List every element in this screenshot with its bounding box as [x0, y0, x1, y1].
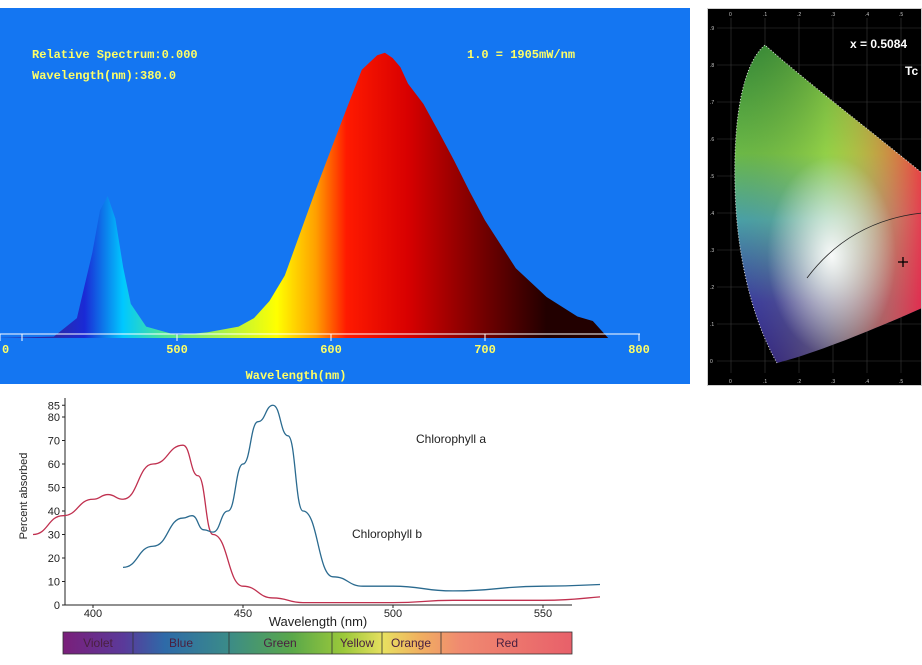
cie-left-tick: .8 — [710, 63, 714, 69]
cie-top-tick: .5 — [899, 12, 903, 18]
spectrum-tick-label: 600 — [320, 343, 342, 357]
cie-top-tick: .4 — [865, 12, 869, 18]
band-label-yellow: Yellow — [340, 636, 375, 650]
chloro-y-tick-label: 20 — [48, 553, 60, 565]
cie-left-tick: .3 — [710, 248, 714, 254]
planckian-locus — [806, 212, 922, 279]
cie-left-tick: .4 — [710, 211, 714, 217]
chlorophyll-b-annotation: Chlorophyll b — [352, 527, 422, 541]
band-label-violet: Violet — [83, 636, 113, 650]
cie-diagram-panel: 0 .1 .2 .3 .4 .5 0 .1 .2 .3 .4 .5 .9 .8 … — [707, 8, 922, 386]
spectrum-area — [0, 52, 609, 338]
chloro-x-axis-label: Wavelength (nm) — [269, 614, 368, 629]
color-band-dividers — [132, 632, 442, 654]
chloro-y-tick-label: 85 — [48, 400, 60, 412]
cie-left-tick: .2 — [710, 285, 714, 291]
cie-left-tick: 0 — [710, 359, 713, 365]
chloro-y-tick-label: 40 — [48, 506, 60, 518]
cie-left-tick: .5 — [710, 174, 714, 180]
cie-axis-labels: 0 .1 .2 .3 .4 .5 0 .1 .2 .3 .4 .5 .9 .8 … — [710, 12, 903, 385]
cie-bottom-tick: .2 — [797, 379, 801, 385]
cie-top-tick: .3 — [831, 12, 835, 18]
cie-left-tick: .1 — [710, 322, 714, 328]
spectrum-tick-label: 700 — [474, 343, 496, 357]
band-label-red: Red — [496, 636, 518, 650]
chlorophyll-a-annotation: Chlorophyll a — [416, 432, 486, 446]
chloro-x-tick-label: 400 — [84, 608, 102, 620]
cie-bottom-tick: .3 — [831, 379, 835, 385]
cie-diagram: 0 .1 .2 .3 .4 .5 0 .1 .2 .3 .4 .5 .9 .8 … — [710, 12, 922, 385]
cie-top-tick: .2 — [797, 12, 801, 18]
scale-readout: 1.0 = 1905mW/nm — [467, 48, 575, 62]
cie-bottom-tick: 0 — [729, 379, 732, 385]
color-band — [62, 631, 573, 655]
chloro-x-tick-label: 500 — [384, 608, 402, 620]
chloro-y-tick-label: 70 — [48, 436, 60, 448]
chloro-y-tick-label: 50 — [48, 483, 60, 495]
cie-bottom-tick: .4 — [865, 379, 869, 385]
cie-x-readout: x = 0.5084 — [850, 37, 908, 51]
cie-bottom-tick: .1 — [763, 379, 767, 385]
spectrum-tick-label: 500 — [166, 343, 188, 357]
spectrum-panel: Relative Spectrum:0.000 Wavelength(nm):3… — [0, 8, 690, 384]
spectrum-tick-label: 800 — [628, 343, 650, 357]
cie-tc-readout: Tc — [905, 64, 919, 78]
cie-top-tick: 0 — [729, 12, 732, 18]
wavelength-readout: Wavelength(nm):380.0 — [32, 69, 176, 83]
chloro-y-tick-label: 60 — [48, 459, 60, 471]
spectrum-chart: Relative Spectrum:0.000 Wavelength(nm):3… — [0, 48, 650, 383]
cie-left-tick: .9 — [710, 26, 714, 32]
cie-marker-cross — [898, 257, 908, 267]
chloro-x-tick-label: 550 — [534, 608, 552, 620]
band-label-blue: Blue — [169, 636, 193, 650]
relative-spectrum-readout: Relative Spectrum:0.000 — [32, 48, 198, 62]
chlorophyll-a-line — [32, 444, 922, 604]
spectrum-tick-label: 0 — [2, 343, 9, 357]
cie-bottom-tick: .5 — [899, 379, 903, 385]
cie-top-tick: .1 — [763, 12, 767, 18]
chloro-y-tick-label: 80 — [48, 412, 60, 424]
chlorophyll-b-line — [122, 404, 889, 592]
chloro-y-tick-label: 10 — [48, 577, 60, 589]
chloro-y-tick-label: 30 — [48, 530, 60, 542]
spectrum-x-axis-label: Wavelength(nm) — [246, 369, 347, 383]
band-label-green: Green — [263, 636, 296, 650]
cie-left-tick: .6 — [710, 137, 714, 143]
cie-frame — [707, 8, 922, 386]
band-label-orange: Orange — [391, 636, 431, 650]
chloro-x-tick-label: 450 — [234, 608, 252, 620]
chloro-y-axis-label: Percent absorbed — [18, 453, 30, 540]
cie-left-tick: .7 — [710, 100, 714, 106]
chloro-y-tick-label: 0 — [54, 600, 60, 612]
